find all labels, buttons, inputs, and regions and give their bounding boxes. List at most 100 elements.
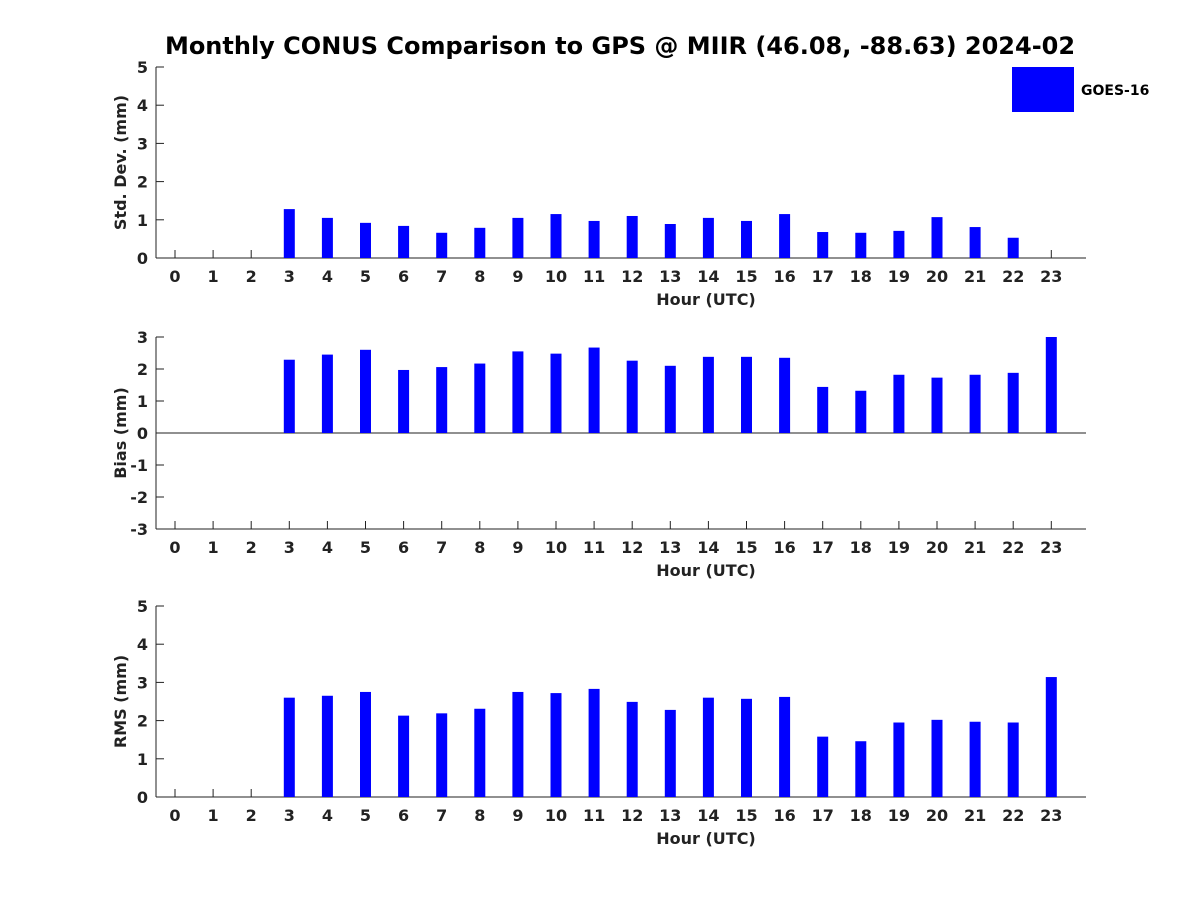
bar-hour-9: [512, 351, 524, 433]
x-tick-label: 19: [888, 806, 910, 825]
x-tick-label: 17: [812, 267, 834, 286]
x-tick-label: 4: [322, 267, 333, 286]
bar-hour-9: [512, 691, 524, 797]
bar-hour-10: [550, 693, 562, 797]
x-tick-label: 14: [697, 267, 719, 286]
bar-hour-5: [360, 349, 371, 433]
y-axis-label: RMS (mm): [111, 655, 130, 748]
x-tick-label: 20: [926, 538, 948, 557]
bar-hour-22: [1007, 237, 1019, 258]
bar-hour-20: [931, 377, 943, 433]
bar-hour-3: [283, 209, 295, 258]
x-tick-label: 23: [1040, 267, 1062, 286]
y-tick-label: 4: [137, 96, 148, 115]
x-tick-label: 23: [1040, 806, 1062, 825]
bar-hour-11: [588, 220, 600, 258]
y-tick-label: 2: [137, 173, 148, 192]
x-tick-label: 3: [284, 538, 295, 557]
bar-hour-19: [893, 230, 905, 258]
bar-hour-22: [1007, 722, 1019, 797]
x-tick-label: 13: [659, 806, 681, 825]
bar-hour-8: [474, 363, 486, 433]
x-tick-label: 9: [512, 267, 523, 286]
x-tick-label: 18: [850, 267, 872, 286]
y-tick-label: -3: [130, 520, 148, 539]
x-tick-label: 18: [850, 806, 872, 825]
x-tick-label: 1: [208, 806, 219, 825]
bar-hour-8: [474, 708, 486, 797]
bar-hour-22: [1007, 372, 1019, 433]
x-tick-label: 4: [322, 806, 333, 825]
y-axis-label: Std. Dev. (mm): [111, 95, 130, 230]
bar-hour-6: [398, 369, 410, 433]
bar-hour-9: [512, 217, 524, 258]
x-axis-label: Hour (UTC): [656, 290, 756, 309]
bar-hour-10: [550, 353, 562, 433]
bar-hour-5: [360, 222, 371, 258]
y-tick-label: 1: [137, 211, 148, 230]
x-tick-label: 11: [583, 806, 605, 825]
x-tick-label: 13: [659, 267, 681, 286]
legend: GOES-16: [1012, 67, 1149, 112]
x-tick-label: 2: [246, 538, 257, 557]
x-tick-label: 10: [545, 806, 567, 825]
x-tick-label: 16: [773, 267, 795, 286]
bar-hour-12: [626, 360, 638, 433]
x-tick-label: 12: [621, 806, 643, 825]
bar-hour-14: [702, 697, 714, 797]
x-tick-label: 10: [545, 267, 567, 286]
x-tick-label: 13: [659, 538, 681, 557]
x-tick-label: 19: [888, 267, 910, 286]
bar-hour-15: [741, 698, 752, 797]
x-tick-label: 14: [697, 806, 719, 825]
bar-hour-17: [817, 232, 829, 258]
bar-hour-7: [436, 367, 448, 433]
x-tick-label: 16: [773, 806, 795, 825]
x-tick-label: 22: [1002, 538, 1024, 557]
y-tick-label: 0: [137, 424, 148, 443]
x-tick-label: 8: [474, 267, 485, 286]
bar-hour-8: [474, 227, 486, 258]
y-tick-label: 4: [137, 635, 148, 654]
y-tick-label: -1: [130, 456, 148, 475]
bar-hour-18: [855, 390, 867, 433]
x-tick-label: 17: [812, 538, 834, 557]
x-tick-label: 22: [1002, 267, 1024, 286]
x-tick-label: 0: [169, 538, 180, 557]
bar-hour-16: [779, 214, 791, 258]
x-tick-label: 12: [621, 538, 643, 557]
y-tick-label: 0: [137, 788, 148, 807]
bar-hour-13: [664, 224, 676, 258]
x-tick-label: 16: [773, 538, 795, 557]
x-tick-label: 23: [1040, 538, 1062, 557]
x-tick-label: 22: [1002, 806, 1024, 825]
x-tick-label: 10: [545, 538, 567, 557]
bar-hour-19: [893, 374, 905, 433]
bar-hour-12: [626, 215, 638, 258]
x-axis-label: Hour (UTC): [656, 561, 756, 580]
x-tick-label: 19: [888, 538, 910, 557]
bar-hour-6: [398, 225, 410, 258]
x-tick-label: 0: [169, 806, 180, 825]
bar-hour-17: [817, 736, 829, 797]
bar-hour-19: [893, 722, 905, 797]
x-tick-label: 5: [360, 538, 371, 557]
x-tick-label: 8: [474, 538, 485, 557]
x-tick-label: 0: [169, 267, 180, 286]
x-tick-label: 2: [246, 806, 257, 825]
y-tick-label: 3: [137, 134, 148, 153]
y-axis-label: Bias (mm): [111, 387, 130, 479]
x-tick-label: 6: [398, 806, 409, 825]
legend-swatch: [1012, 67, 1074, 112]
bar-hour-17: [817, 386, 829, 433]
bar-hour-11: [588, 688, 600, 797]
x-tick-label: 1: [208, 538, 219, 557]
y-tick-label: -2: [130, 488, 148, 507]
y-tick-label: 1: [137, 750, 148, 769]
bar-hour-13: [664, 709, 676, 797]
bar-hour-18: [855, 741, 867, 797]
bar-hour-16: [779, 696, 791, 797]
